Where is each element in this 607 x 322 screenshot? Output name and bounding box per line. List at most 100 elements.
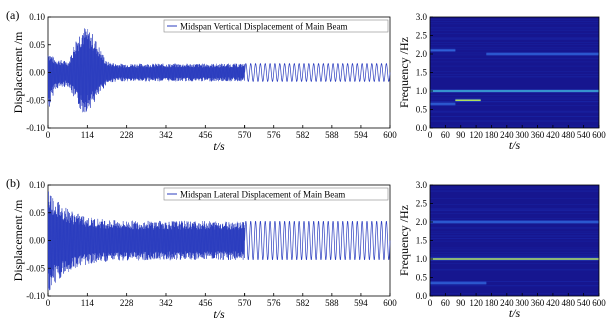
y-tick-label: 2.5 [416, 31, 428, 41]
heatmap-texture [430, 293, 599, 295]
heatmap-texture [430, 120, 599, 122]
panel-label: (b) [6, 176, 20, 190]
x-tick-label: 582 [296, 298, 310, 308]
heatmap-texture [430, 71, 599, 72]
heatmap-texture [430, 268, 599, 270]
heatmap-texture [430, 281, 599, 282]
heatmap-texture [430, 247, 599, 249]
x-tick-label: 120 [469, 130, 483, 140]
x-tick-label: 120 [469, 298, 483, 308]
heatmap-texture [430, 76, 599, 78]
y-tick-label: 0.05 [29, 40, 45, 50]
x-tick-label: 342 [159, 298, 173, 308]
displacement-chart-b: 0.10 0.05 0.00 -0.05 -0.100 114 228 342 456 570 57… [6, 176, 397, 321]
x-tick-label: 576 [267, 130, 281, 140]
x-tick-label: 114 [81, 298, 95, 308]
heatmap-texture [430, 30, 599, 31]
y-axis-label: Frequency /Hz [397, 205, 411, 276]
x-tick-label: 570 [238, 298, 252, 308]
heatmap-texture [430, 269, 599, 271]
y-tick-label: 0.05 [29, 208, 45, 218]
heatmap-texture [430, 120, 599, 122]
heatmap-texture [430, 36, 599, 38]
heatmap-texture [430, 38, 599, 40]
y-tick-label: 0.5 [416, 273, 428, 283]
x-tick-label: 420 [546, 298, 560, 308]
heatmap-texture [430, 263, 599, 264]
heatmap-texture [430, 101, 599, 103]
x-tick-label: 240 [500, 298, 514, 308]
heatmap-texture [430, 231, 599, 233]
heatmap-texture [430, 198, 599, 200]
x-axis-label: t/s [509, 306, 521, 320]
x-tick-label: 588 [325, 130, 339, 140]
x-tick-label: 60 [441, 130, 451, 140]
heatmap-texture [430, 112, 599, 113]
heatmap-texture [430, 236, 599, 237]
heatmap-band [430, 282, 487, 284]
x-tick-label: 582 [296, 130, 310, 140]
x-tick-label: 360 [531, 130, 545, 140]
heatmap-texture [430, 27, 599, 28]
heatmap-band [430, 221, 599, 223]
heatmap-background [430, 17, 599, 128]
y-axis-label: Displacement /m [11, 31, 25, 113]
heatmap-texture [430, 39, 599, 40]
x-tick-label: 228 [120, 298, 134, 308]
legend-label: Midspan Vertical Displacement of Main Be… [180, 22, 348, 32]
y-tick-label: 1.5 [416, 236, 428, 246]
y-tick-label: 1.0 [416, 86, 428, 96]
x-tick-label: 0 [428, 130, 433, 140]
y-tick-label: 0.5 [416, 105, 428, 115]
heatmap-texture [430, 227, 599, 228]
x-tick-label: 90 [456, 130, 466, 140]
y-axis-label: Displacement /m [11, 199, 25, 281]
x-tick-label: 60 [441, 298, 451, 308]
heatmap-texture [430, 220, 599, 221]
y-tick-label: 0.10 [29, 180, 45, 190]
heatmap-texture [430, 249, 599, 251]
heatmap-texture [430, 127, 599, 128]
heatmap-texture [430, 97, 599, 99]
legend-box [163, 19, 389, 33]
heatmap-texture [430, 101, 599, 102]
x-tick-label: 600 [383, 130, 397, 140]
heatmap-texture [430, 209, 599, 211]
x-tick-label: 180 [485, 298, 499, 308]
series-line-dense [47, 191, 245, 291]
heatmap-texture [430, 190, 599, 192]
x-tick-label: 180 [485, 130, 499, 140]
x-axis-label: t/s [213, 139, 225, 153]
y-tick-label: 0.00 [29, 236, 45, 246]
y-tick-label: 2.5 [416, 199, 428, 209]
y-tick-label: 0.10 [29, 12, 45, 22]
x-tick-label: 594 [354, 130, 368, 140]
heatmap-texture [430, 105, 599, 106]
heatmap-band [430, 258, 599, 260]
heatmap-texture [430, 238, 599, 240]
heatmap-band [486, 53, 599, 55]
x-tick-label: 360 [531, 298, 545, 308]
heatmap-texture [430, 285, 599, 287]
x-tick-label: 600 [592, 130, 606, 140]
heatmap-texture [430, 76, 599, 77]
heatmap-texture [430, 65, 599, 67]
x-tick-label: 456 [199, 130, 213, 140]
y-tick-label: -0.10 [26, 123, 45, 133]
y-tick-label: -0.10 [26, 291, 45, 301]
y-tick-label: 0.0 [416, 291, 428, 301]
heatmap-texture [430, 213, 599, 214]
x-tick-label: 114 [81, 130, 95, 140]
heatmap-texture [430, 255, 599, 257]
heatmap-texture [430, 240, 599, 242]
heatmap-texture [430, 98, 599, 100]
y-axis-label: Frequency /Hz [397, 37, 411, 108]
x-tick-label: 240 [500, 130, 514, 140]
x-tick-label: 600 [383, 298, 397, 308]
y-tick-label: -0.05 [26, 95, 45, 105]
x-tick-label: 342 [159, 130, 173, 140]
heatmap-texture [430, 208, 599, 210]
heatmap-texture [430, 233, 599, 234]
x-tick-label: 540 [577, 130, 591, 140]
